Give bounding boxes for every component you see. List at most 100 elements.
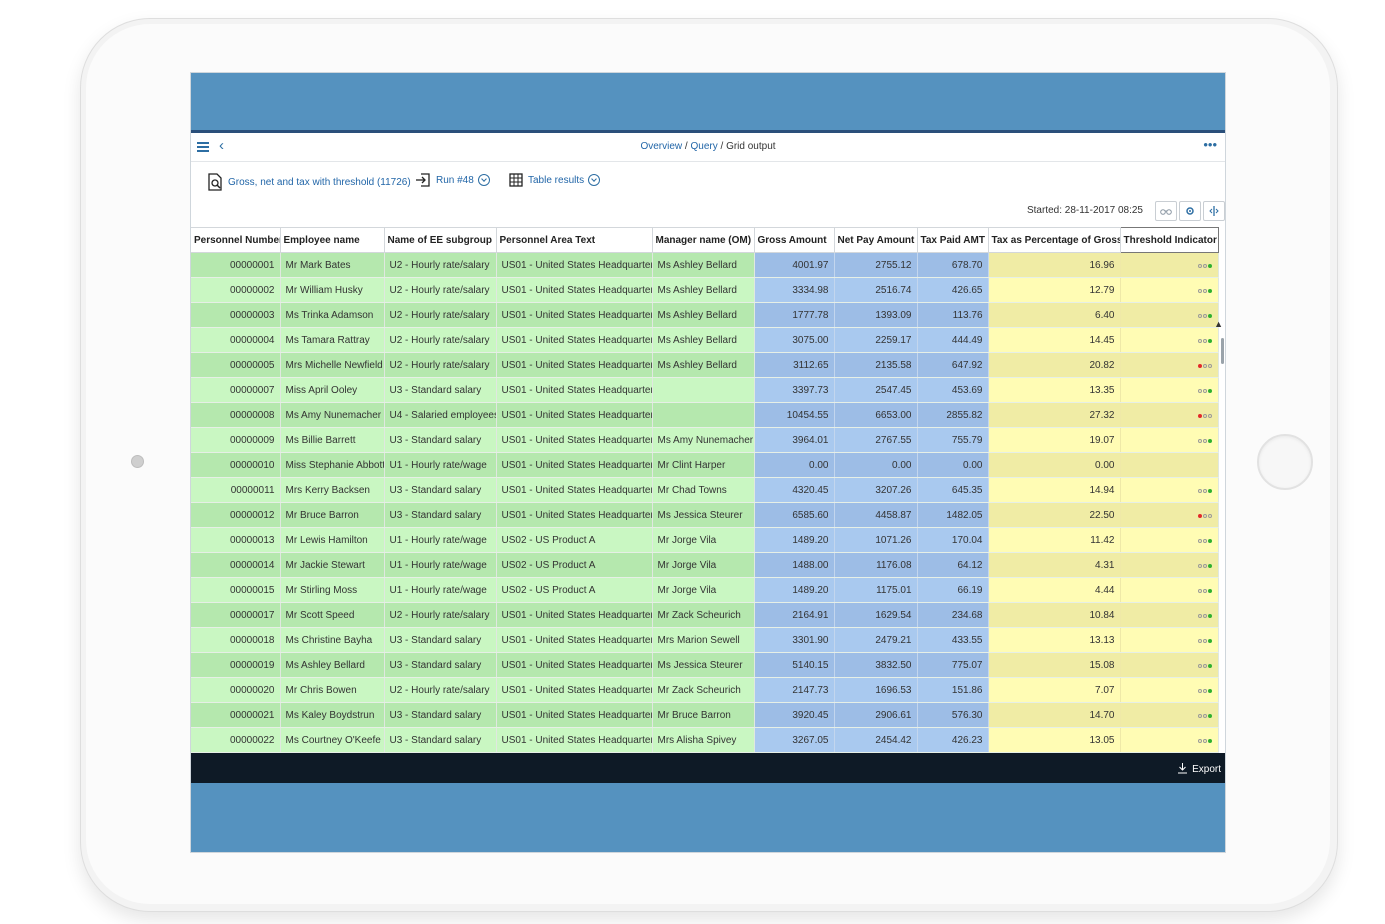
scroll-up-icon[interactable]: ▲ xyxy=(1214,319,1223,329)
table-row[interactable]: 00000007 Miss April Ooley U3 - Standard sa… xyxy=(191,377,1225,403)
net-pay-cell: 1176.08 xyxy=(834,552,918,578)
table-row[interactable]: 00000018 Ms Christine Bayha U3 - Standard … xyxy=(191,627,1225,653)
breadcrumb-query[interactable]: Query xyxy=(690,141,718,152)
tax-paid-cell: 775.07 xyxy=(917,652,989,678)
tax-percentage-cell: 14.94 xyxy=(988,477,1121,503)
personnel-area-cell: US01 - United States Headquarter xyxy=(496,327,653,353)
table-row[interactable]: 00000022 Ms Courtney O'Keefe U3 - Standard… xyxy=(191,727,1225,753)
subgroup-cell: U2 - Hourly rate/salary xyxy=(384,327,497,353)
personnel-number-cell: 00000007 xyxy=(191,377,281,403)
tax-paid-cell: 113.76 xyxy=(917,302,989,328)
green-indicator-icon xyxy=(1197,263,1212,268)
table-row[interactable]: 00000009 Ms Billie Barrett U3 - Standard s… xyxy=(191,427,1225,453)
back-icon[interactable]: ‹ xyxy=(219,137,224,154)
column-header[interactable]: Manager name (OM) xyxy=(652,227,755,253)
threshold-indicator-cell xyxy=(1120,577,1219,603)
net-pay-cell: 2906.61 xyxy=(834,702,918,728)
tax-percentage-cell: 15.08 xyxy=(988,652,1121,678)
breadcrumb-overview[interactable]: Overview xyxy=(640,141,683,152)
table-row[interactable]: 00000003 Ms Trinka Adamson U2 - Hourly rat… xyxy=(191,302,1225,328)
tax-paid-cell: 66.19 xyxy=(917,577,989,603)
tax-percentage-cell: 7.07 xyxy=(988,677,1121,703)
table-row[interactable]: 00000017 Mr Scott Speed U2 - Hourly rate/s… xyxy=(191,602,1225,628)
settings-icon[interactable] xyxy=(1179,201,1201,221)
tax-percentage-cell: 4.44 xyxy=(988,577,1121,603)
table-row[interactable]: 00000021 Ms Kaley Boydstrun U3 - Standard … xyxy=(191,702,1225,728)
tax-percentage-cell: 13.05 xyxy=(988,727,1121,753)
column-header[interactable]: Employee name xyxy=(280,227,385,253)
personnel-number-cell: 00000017 xyxy=(191,602,281,628)
query-selector[interactable]: Gross, net and tax with threshold (11726… xyxy=(207,173,411,191)
table-row[interactable]: 00000010 Miss Stephanie Abbott U1 - Hourly… xyxy=(191,452,1225,478)
green-indicator-icon xyxy=(1197,638,1212,643)
tax-paid-cell: 151.86 xyxy=(917,677,989,703)
table-row[interactable]: 00000002 Mr William Husky U2 - Hourly rate… xyxy=(191,277,1225,303)
home-button[interactable] xyxy=(1257,434,1313,490)
column-header[interactable]: Gross Amount xyxy=(754,227,835,253)
tax-percentage-cell: 12.79 xyxy=(988,277,1121,303)
net-pay-cell: 1175.01 xyxy=(834,577,918,603)
personnel-area-cell: US01 - United States Headquarter xyxy=(496,452,653,478)
personnel-area-cell: US01 - United States Headquarter xyxy=(496,427,653,453)
gross-amount-cell: 3301.90 xyxy=(754,627,835,653)
net-pay-cell: 2516.74 xyxy=(834,277,918,303)
threshold-indicator-cell xyxy=(1120,627,1219,653)
table-row[interactable]: 00000014 Mr Jackie Stewart U1 - Hourly rat… xyxy=(191,552,1225,578)
tax-paid-cell: 433.55 xyxy=(917,627,989,653)
employee-name-cell: Mr Jackie Stewart xyxy=(280,552,385,578)
personnel-area-cell: US01 - United States Headquarter xyxy=(496,702,653,728)
tax-percentage-cell: 14.45 xyxy=(988,327,1121,353)
employee-name-cell: Ms Courtney O'Keefe xyxy=(280,727,385,753)
column-header[interactable]: Tax Paid AMT xyxy=(917,227,989,253)
personnel-area-cell: US01 - United States Headquarter xyxy=(496,627,653,653)
table-row[interactable]: 00000011 Mrs Kerry Backsen U3 - Standard s… xyxy=(191,477,1225,503)
threshold-indicator-cell xyxy=(1120,727,1219,753)
employee-name-cell: Mrs Kerry Backsen xyxy=(280,477,385,503)
manager-name-cell: Mr Bruce Barron xyxy=(652,702,755,728)
column-header[interactable]: Threshold Indicator xyxy=(1119,227,1219,253)
subgroup-cell: U3 - Standard salary xyxy=(384,477,497,503)
threshold-indicator-cell xyxy=(1120,302,1219,328)
menu-icon[interactable] xyxy=(197,142,209,152)
binoculars-icon[interactable] xyxy=(1155,201,1177,221)
more-icon[interactable]: ••• xyxy=(1203,137,1217,152)
column-header[interactable]: Tax as Percentage of Gross xyxy=(988,227,1121,253)
subgroup-cell: U1 - Hourly rate/wage xyxy=(384,552,497,578)
gross-amount-cell: 2147.73 xyxy=(754,677,835,703)
table-row[interactable]: 00000019 Ms Ashley Bellard U3 - Standard s… xyxy=(191,652,1225,678)
manager-name-cell: Mr Jorge Vila xyxy=(652,527,755,553)
run-label: Run #48 xyxy=(436,174,474,186)
table-row[interactable]: 00000001 Mr Mark Bates U2 - Hourly rate/sa… xyxy=(191,252,1225,278)
footer-bar: Export xyxy=(191,753,1225,783)
net-pay-cell: 1393.09 xyxy=(834,302,918,328)
column-header[interactable]: Personnel Area Text xyxy=(496,227,653,253)
table-row[interactable]: 00000020 Mr Chris Bowen U2 - Hourly rate/s… xyxy=(191,677,1225,703)
green-indicator-icon xyxy=(1197,288,1212,293)
export-button[interactable]: Export xyxy=(1177,762,1221,777)
view-selector[interactable]: Table results xyxy=(509,173,601,187)
export-label: Export xyxy=(1192,764,1221,775)
column-header[interactable]: Net Pay Amount xyxy=(834,227,918,253)
chevron-down-icon[interactable] xyxy=(477,174,490,186)
chevron-down-icon[interactable] xyxy=(588,174,601,186)
table-row[interactable]: 00000013 Mr Lewis Hamilton U1 - Hourly rat… xyxy=(191,527,1225,553)
query-label: Gross, net and tax with threshold (11726… xyxy=(228,176,411,188)
subgroup-cell: U3 - Standard salary xyxy=(384,502,497,528)
column-header[interactable]: Personnel Number xyxy=(191,227,281,253)
run-selector[interactable]: Run #48 xyxy=(415,173,490,187)
table-row[interactable]: 00000012 Mr Bruce Barron U3 - Standard sal… xyxy=(191,502,1225,528)
threshold-indicator-cell xyxy=(1120,377,1219,403)
personnel-number-cell: 00000022 xyxy=(191,727,281,753)
tax-percentage-cell: 20.82 xyxy=(988,352,1121,378)
personnel-number-cell: 00000003 xyxy=(191,302,281,328)
tax-paid-cell: 2855.82 xyxy=(917,402,989,428)
tax-percentage-cell: 13.35 xyxy=(988,377,1121,403)
table-row[interactable]: 00000004 Ms Tamara Rattray U2 - Hourly rat… xyxy=(191,327,1225,353)
table-row[interactable]: 00000008 Ms Amy Nunemacher U4 - Salaried e… xyxy=(191,402,1225,428)
employee-name-cell: Ms Billie Barrett xyxy=(280,427,385,453)
table-row[interactable]: 00000005 Mrs Michelle Newfield U2 - Hourly… xyxy=(191,352,1225,378)
scrollbar-thumb[interactable] xyxy=(1221,338,1224,364)
column-header[interactable]: Name of EE subgroup xyxy=(384,227,497,253)
table-row[interactable]: 00000015 Mr Stirling Moss U1 - Hourly rate… xyxy=(191,577,1225,603)
columns-icon[interactable] xyxy=(1203,201,1225,221)
